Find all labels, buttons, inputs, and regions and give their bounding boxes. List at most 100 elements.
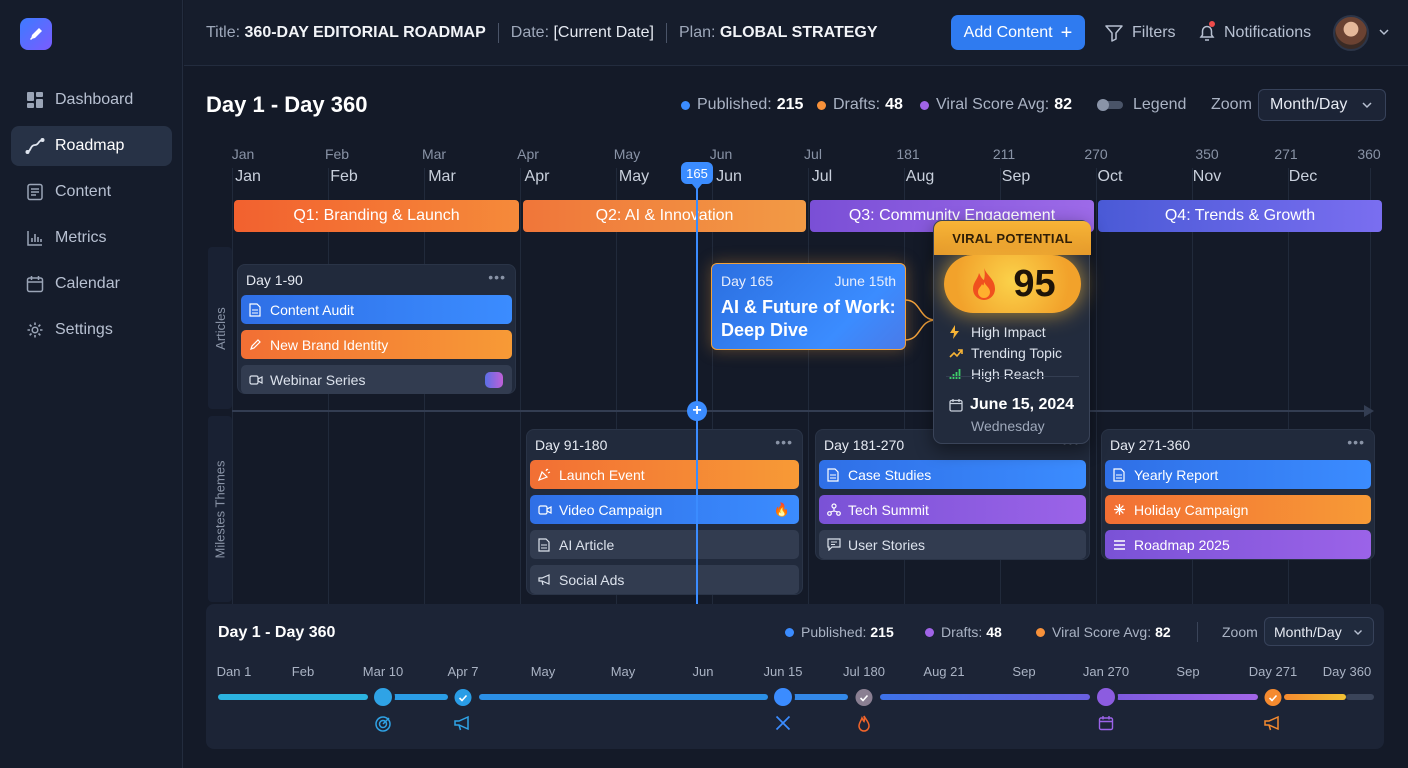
zoom-select[interactable]: Month/Day: [1264, 617, 1374, 646]
network-icon: [827, 503, 841, 516]
sidebar-item-label: Content: [55, 183, 112, 200]
notifications-button[interactable]: Notifications: [1198, 21, 1311, 44]
tick-label: May: [530, 664, 556, 679]
summary-title: Day 1 - Day 360: [218, 624, 336, 641]
published-label: Published:: [697, 96, 772, 113]
task-case-studies[interactable]: Case Studies: [819, 460, 1086, 489]
tick-label: Jul 180: [843, 664, 885, 679]
zoom-select[interactable]: Month/Day: [1258, 89, 1386, 121]
sidebar-item-dashboard[interactable]: Dashboard: [11, 80, 172, 120]
page-title: Day 1 - Day 360: [206, 92, 368, 117]
task-ai-article[interactable]: AI Article: [530, 530, 799, 559]
tick-label: Sep: [1012, 664, 1036, 679]
published-value: 215: [870, 624, 894, 640]
filters-button[interactable]: Filters: [1104, 22, 1176, 44]
plan-label: Plan:: [678, 24, 716, 41]
tick-label: Day 360: [1322, 664, 1372, 679]
tick-label: May: [610, 664, 636, 679]
month-label: Jul: [811, 168, 833, 185]
task-social-ads[interactable]: Social Ads: [530, 565, 799, 594]
month-label: Dec: [1288, 168, 1318, 185]
milestone-node-check[interactable]: [454, 689, 472, 706]
group-title: Day 181-270: [824, 437, 905, 453]
stat-drafts: Drafts: 48: [817, 96, 903, 114]
sidebar-item-content[interactable]: Content: [11, 172, 172, 212]
day-label: Jun: [709, 146, 733, 162]
more-icon[interactable]: •••: [775, 434, 793, 450]
chevron-down-icon[interactable]: [1378, 26, 1390, 38]
pen-icon: [249, 338, 263, 351]
more-icon[interactable]: •••: [488, 269, 506, 285]
task-yearly-report[interactable]: Yearly Report: [1105, 460, 1371, 489]
toggle-switch[interactable]: [1097, 99, 1123, 111]
roadmap-icon: [25, 136, 45, 156]
current-day-line: [696, 180, 698, 605]
timeline-summary-panel: Day 1 - Day 360 Published: 215 Drafts: 48 …: [206, 604, 1384, 749]
plus-icon: +: [1060, 21, 1073, 44]
gridline: [904, 168, 905, 605]
stat-published: Published: 215: [681, 96, 803, 114]
task-label: Content Audit: [270, 301, 355, 318]
viral-date: June 15, 2024: [949, 396, 1074, 414]
sidebar-item-settings[interactable]: Settings: [11, 310, 172, 350]
feature-label: Trending Topic: [971, 345, 1063, 361]
viral-score-value: 95: [1013, 262, 1056, 305]
milestone-node-check[interactable]: [855, 689, 873, 706]
featured-date: June 15th: [834, 273, 897, 289]
gridline: [1096, 168, 1097, 605]
task-new-brand-identity[interactable]: New Brand Identity: [241, 330, 512, 359]
roadmap-timeline: Jan Feb Mar Apr May Jun Jul 181 211 270 …: [206, 140, 1396, 605]
task-label: Webinar Series: [270, 371, 366, 388]
list-icon: [1113, 539, 1127, 551]
task-tech-summit[interactable]: Tech Summit: [819, 495, 1086, 524]
quarter-q4[interactable]: Q4: Trends & Growth: [1098, 200, 1382, 232]
published-label: Published:: [801, 624, 867, 640]
quarter-q2[interactable]: Q2: AI & Innovation: [523, 200, 806, 232]
task-roadmap-2025[interactable]: Roadmap 2025: [1105, 530, 1371, 559]
tick-label: Sep: [1176, 664, 1200, 679]
viral-potential-card[interactable]: VIRAL POTENTIAL 95 High Impact Trending …: [933, 220, 1091, 444]
task-holiday-campaign[interactable]: Holiday Campaign: [1105, 495, 1371, 524]
sidebar-item-roadmap[interactable]: Roadmap: [11, 126, 172, 166]
timeline-track: [880, 694, 1090, 700]
filter-icon: [1104, 24, 1124, 42]
add-content-button[interactable]: Add Content +: [951, 15, 1085, 50]
drafts-dot: [817, 100, 826, 110]
current-day-badge[interactable]: 165: [681, 162, 713, 190]
featured-content-card[interactable]: Day 165 June 15th AI & Future of Work: D…: [711, 263, 906, 350]
milestone-node[interactable]: [374, 688, 392, 706]
task-launch-event[interactable]: Launch Event: [530, 460, 799, 489]
gridline: [232, 168, 233, 605]
more-icon[interactable]: •••: [1347, 434, 1365, 450]
drafts-label: Drafts:: [941, 624, 983, 640]
day-label: Apr: [517, 146, 539, 162]
timeline-track: [218, 694, 368, 700]
app-logo-icon[interactable]: [20, 18, 52, 50]
task-webinar-series[interactable]: Webinar Series: [241, 365, 512, 394]
notification-badge: [1209, 21, 1215, 27]
milestone-node-check[interactable]: [1264, 689, 1282, 706]
task-user-stories[interactable]: User Stories: [819, 530, 1086, 559]
task-video-campaign[interactable]: Video Campaign 🔥: [530, 495, 799, 524]
milestone-node[interactable]: [774, 688, 792, 706]
add-node-button[interactable]: +: [687, 401, 707, 421]
group-title: Day 1-90: [246, 272, 303, 288]
feature-high-impact: High Impact: [949, 324, 1046, 340]
video-icon: [249, 374, 263, 386]
summary-published: Published: 215: [785, 624, 894, 640]
sidebar-item-metrics[interactable]: Metrics: [11, 218, 172, 258]
legend-toggle[interactable]: Legend: [1097, 96, 1186, 114]
timeline-track: [479, 694, 768, 700]
published-dot: [785, 627, 794, 637]
month-label: Mar: [428, 168, 456, 185]
divider: [665, 23, 667, 43]
sidebar-item-calendar[interactable]: Calendar: [11, 264, 172, 304]
date-value: [Current Date]: [553, 24, 654, 41]
day-label: Feb: [324, 146, 350, 162]
task-label: AI Article: [559, 536, 615, 553]
stat-viral: Viral Score Avg: 82: [920, 96, 1072, 114]
task-content-audit[interactable]: Content Audit: [241, 295, 512, 324]
avatar[interactable]: [1333, 15, 1369, 51]
milestone-node[interactable]: [1097, 688, 1115, 706]
quarter-q1[interactable]: Q1: Branding & Launch: [234, 200, 519, 232]
